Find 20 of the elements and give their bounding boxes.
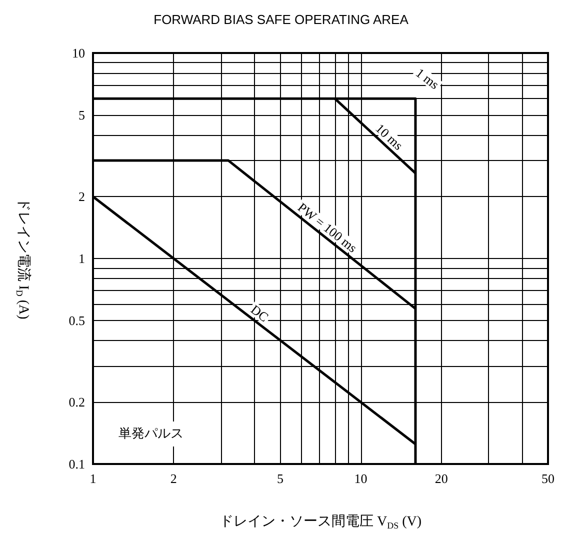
y-tick-label: 0.5 bbox=[68, 312, 85, 328]
x-tick-label: 1 bbox=[90, 471, 96, 486]
x-tick-label: 50 bbox=[542, 471, 554, 486]
text: 10 ms bbox=[372, 120, 406, 153]
y-tick-label: 0.1 bbox=[68, 456, 85, 472]
y-tick-label: 5 bbox=[78, 107, 85, 122]
x-tick-label: 2 bbox=[170, 471, 177, 486]
chart-title: FORWARD BIAS SAFE OPERATING AREA bbox=[154, 12, 409, 27]
x-tick-label: 5 bbox=[276, 471, 284, 486]
y-tick-label: 10 bbox=[72, 46, 85, 60]
y-tick-label: 0.2 bbox=[68, 394, 85, 410]
text: DC bbox=[248, 302, 272, 325]
x-tick-label: 10 bbox=[354, 471, 368, 486]
annotation: 単発パルス bbox=[118, 426, 184, 442]
text: PW = 100 ms bbox=[294, 200, 360, 256]
x-tick-label: 20 bbox=[434, 471, 448, 486]
text: 1 ms bbox=[413, 65, 442, 92]
y-tick-label: 1 bbox=[78, 251, 85, 266]
y-tick-label: 2 bbox=[78, 189, 85, 204]
y-axis-title: ドレイン電流 ID (A) bbox=[14, 198, 32, 320]
